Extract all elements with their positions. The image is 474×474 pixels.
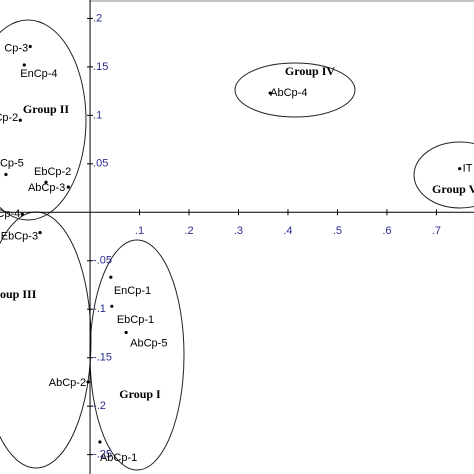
- point: [38, 231, 42, 235]
- y-tick-label: -.1: [93, 303, 106, 315]
- point: [66, 185, 70, 189]
- point-label: EnCp-4: [20, 68, 57, 80]
- point: [18, 118, 22, 122]
- point: [109, 275, 113, 279]
- point-label: Cp-5: [0, 157, 24, 169]
- group-ellipse: [413, 141, 474, 209]
- point: [98, 440, 102, 444]
- point: [22, 63, 26, 67]
- group-label: oup III: [0, 287, 37, 301]
- group-label: Group II: [23, 102, 69, 116]
- group-label: Group IV: [285, 64, 335, 78]
- x-tick-label: .3: [234, 225, 243, 237]
- y-tick-label: -.05: [93, 255, 112, 267]
- x-tick-label: .4: [283, 225, 292, 237]
- point: [4, 172, 8, 177]
- point-label: AbCp-3: [28, 182, 65, 194]
- group-label: Group I: [119, 387, 161, 401]
- y-tick-label: .15: [93, 61, 108, 73]
- group-ellipse: [234, 62, 356, 118]
- y-tick-label: -.2: [93, 400, 106, 412]
- point: [124, 330, 128, 335]
- point: [20, 212, 24, 216]
- y-tick-label: .1: [93, 109, 102, 121]
- point-label: EbCp-1: [117, 314, 154, 326]
- point: [28, 44, 32, 49]
- y-tick-label: -.15: [93, 352, 112, 364]
- y-tick-label: -.25: [93, 449, 112, 461]
- group-label: Group V: [432, 182, 474, 196]
- point-label: IT: [463, 163, 473, 175]
- group-ellipse: [0, 19, 87, 221]
- point-label: AbCp-4: [270, 87, 307, 99]
- point-label: AbCp-2: [49, 377, 86, 389]
- point-label: AbCp-5: [130, 337, 167, 349]
- point-label: Cp-3: [4, 42, 28, 54]
- point-label: bCp-4: [0, 208, 20, 220]
- point-label: AbCp-1: [100, 452, 137, 464]
- point-label: EnCp-1: [114, 285, 151, 297]
- x-tick-label: .2: [184, 225, 193, 237]
- point-label: EbCp-3: [1, 231, 38, 243]
- y-tick-label: .05: [93, 158, 108, 170]
- y-tick-label: .2: [93, 12, 102, 24]
- x-tick-label: .7: [432, 225, 441, 237]
- x-tick-label: .5: [333, 225, 342, 237]
- x-tick-label: .6: [382, 225, 391, 237]
- point-label: Cp-2: [0, 112, 18, 124]
- x-tick-label: .1: [135, 225, 144, 237]
- point: [44, 180, 48, 184]
- point-label: EbCp-2: [34, 166, 71, 178]
- point: [268, 91, 272, 95]
- point: [110, 304, 114, 308]
- group-ellipse: [0, 211, 92, 469]
- point: [86, 380, 90, 384]
- point: [458, 167, 462, 171]
